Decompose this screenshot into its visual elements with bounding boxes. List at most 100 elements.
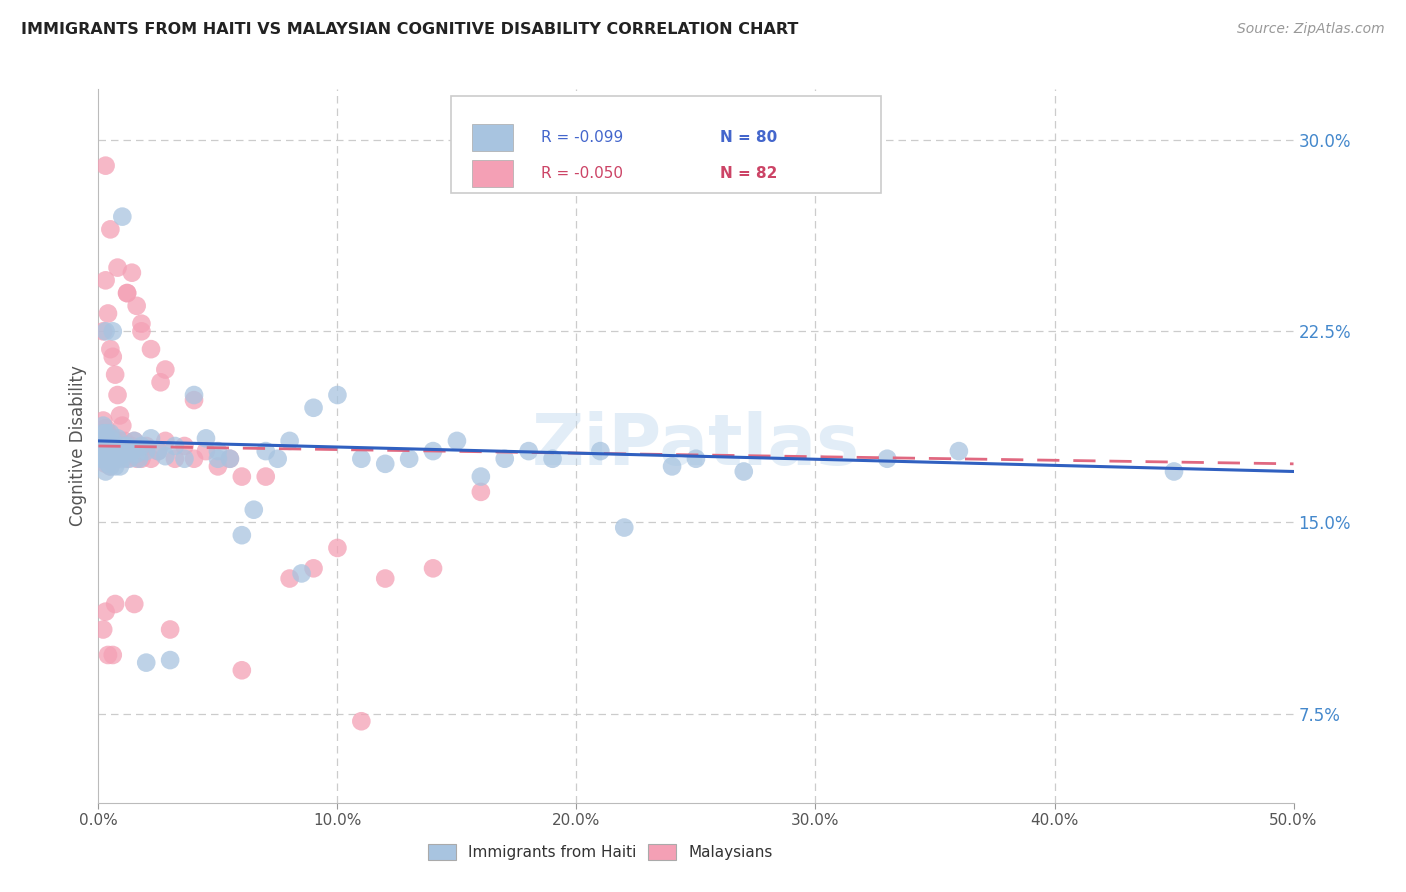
Point (159, 623, 181, 637)
Point (90, 451, 112, 466)
Point (517, 444, 540, 458)
Point (97, 444, 120, 458)
Point (94, 421, 117, 435)
Point (135, 444, 157, 458)
Point (149, 376, 172, 390)
Text: R = -0.050: R = -0.050 (541, 166, 623, 181)
Point (326, 541, 349, 555)
Text: ZiPatlas: ZiPatlas (531, 411, 860, 481)
Text: IMMIGRANTS FROM HAITI VS MALAYSIAN COGNITIVE DISABILITY CORRELATION CHART: IMMIGRANTS FROM HAITI VS MALAYSIAN COGNI… (21, 22, 799, 37)
Point (91, 324, 114, 338)
Point (163, 439, 186, 453)
Point (98, 342, 122, 356)
Point (108, 434, 131, 448)
Point (111, 418, 134, 433)
Point (183, 451, 205, 466)
Point (207, 451, 229, 466)
Point (195, 431, 218, 445)
Point (155, 362, 177, 376)
Point (121, 266, 143, 280)
Point (97, 451, 120, 466)
Point (125, 447, 148, 461)
Point (661, 459, 683, 474)
Point (115, 286, 138, 301)
Point (231, 663, 253, 677)
Bar (472, 160, 513, 187)
Point (97, 451, 120, 466)
Point (291, 566, 314, 581)
Point (104, 597, 127, 611)
Point (254, 444, 277, 458)
Point (207, 459, 229, 474)
Point (94, 434, 117, 448)
Point (470, 484, 492, 499)
Point (91, 451, 114, 466)
Point (101, 444, 124, 458)
Point (101, 350, 124, 364)
Point (195, 444, 218, 458)
Point (125, 451, 148, 466)
Point (98, 451, 122, 466)
Point (398, 451, 420, 466)
Point (302, 401, 325, 415)
Point (733, 465, 755, 479)
Point (94, 457, 117, 471)
Point (111, 210, 134, 224)
Point (128, 451, 150, 466)
Point (98, 434, 122, 448)
Point (98, 439, 122, 453)
Point (374, 572, 396, 586)
Point (94, 324, 117, 338)
Point (183, 388, 205, 402)
Point (155, 434, 177, 448)
Point (90, 451, 112, 466)
Point (183, 393, 205, 408)
Point (108, 459, 131, 474)
Point (104, 439, 127, 453)
Point (91, 623, 114, 637)
Point (94, 465, 117, 479)
Point (107, 431, 129, 445)
Point (101, 434, 124, 448)
Point (91, 413, 114, 427)
Point (115, 286, 138, 301)
Point (121, 439, 143, 453)
Point (173, 451, 195, 466)
Point (159, 653, 181, 667)
Point (107, 260, 129, 275)
Point (104, 459, 127, 474)
Point (124, 434, 146, 448)
Point (118, 444, 141, 458)
Point (876, 451, 898, 466)
Point (148, 444, 170, 458)
Point (131, 317, 153, 331)
Point (94, 439, 117, 453)
Point (231, 469, 253, 483)
Point (101, 439, 124, 453)
Point (163, 451, 186, 466)
Point (107, 444, 129, 458)
Point (124, 597, 146, 611)
Y-axis label: Cognitive Disability: Cognitive Disability (69, 366, 87, 526)
Point (541, 451, 564, 466)
Point (91, 426, 114, 441)
Point (148, 444, 170, 458)
Point (948, 444, 970, 458)
Point (219, 451, 242, 466)
Point (94, 273, 117, 287)
Point (118, 451, 141, 466)
Point (243, 502, 266, 516)
Point (114, 439, 136, 453)
Point (97, 426, 120, 441)
Point (139, 342, 162, 356)
Point (124, 434, 146, 448)
Point (107, 388, 129, 402)
Point (97, 439, 120, 453)
Point (94, 444, 117, 458)
Point (97, 434, 120, 448)
Point (97, 306, 120, 320)
Point (135, 439, 157, 453)
FancyBboxPatch shape (451, 96, 882, 193)
Point (91, 418, 114, 433)
Point (111, 444, 134, 458)
